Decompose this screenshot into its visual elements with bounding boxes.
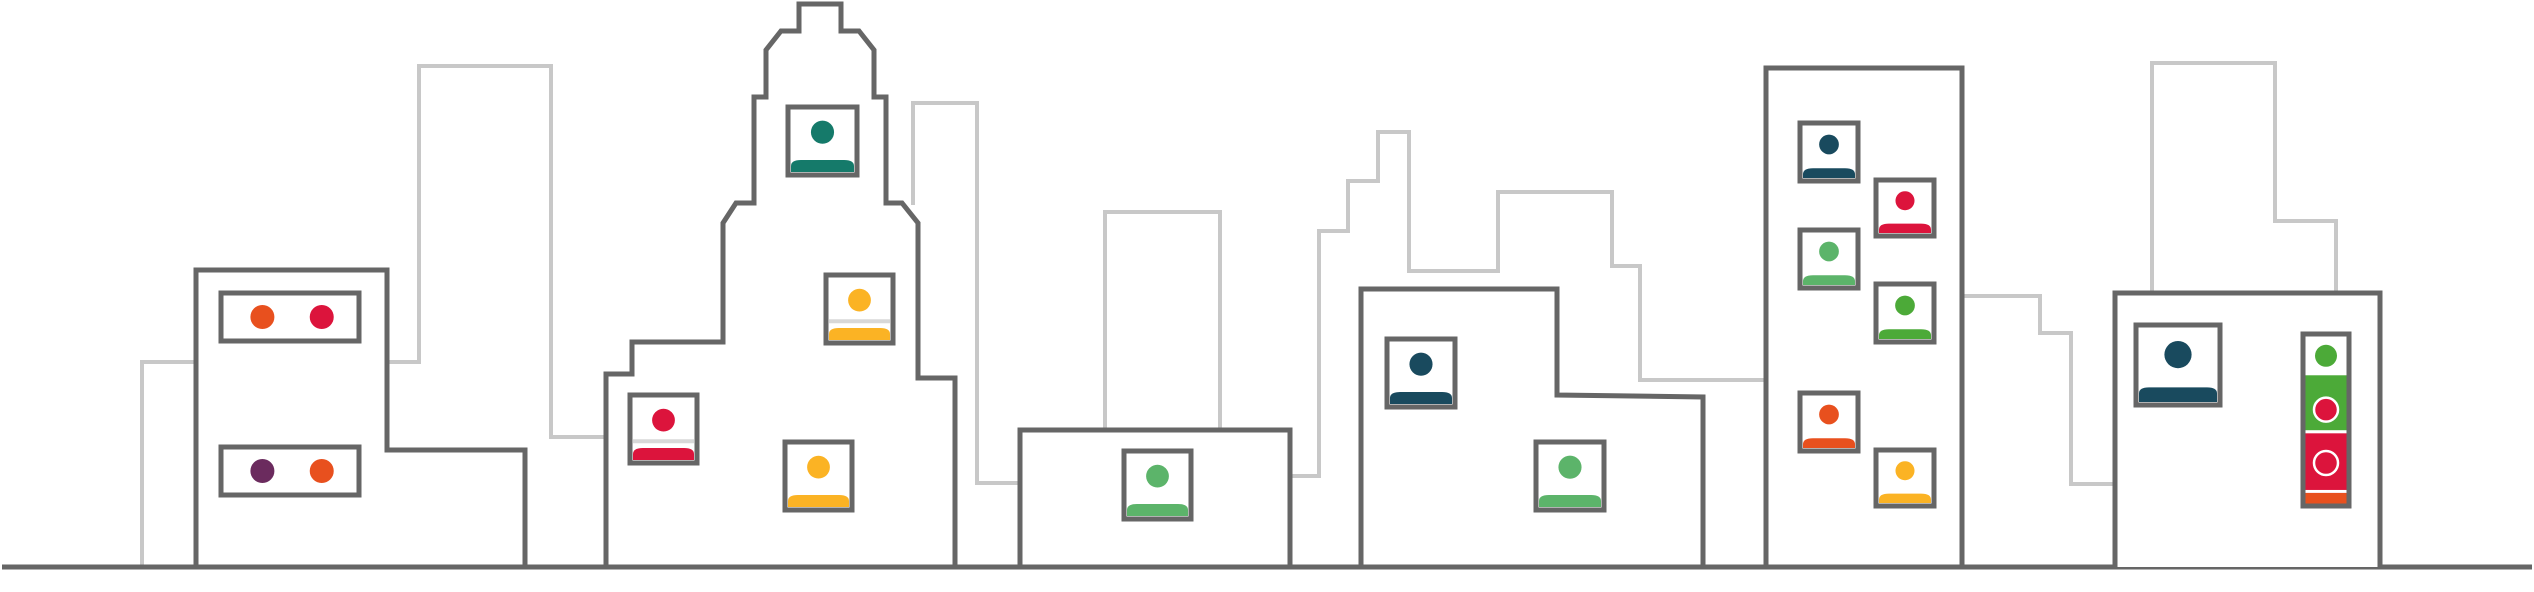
window-divider <box>2305 489 2347 493</box>
person-body <box>1803 438 1855 448</box>
window-w5 <box>627 392 700 466</box>
back-building-5 <box>1291 130 1766 478</box>
windows-layer <box>218 104 2352 522</box>
person-body <box>1127 504 1188 516</box>
window-w16 <box>2133 322 2223 408</box>
person-dot <box>250 459 275 483</box>
back-building-3 <box>911 101 1020 485</box>
window-w6 <box>782 439 855 513</box>
person-head <box>2312 449 2340 477</box>
person-head <box>1819 134 1839 155</box>
person-head <box>1895 191 1915 211</box>
back-building-7 <box>2150 61 2338 293</box>
back-building-1 <box>140 360 196 567</box>
person-head <box>1895 295 1915 316</box>
person-body <box>1879 329 1931 339</box>
window-w4 <box>823 272 896 346</box>
person-body <box>1390 392 1452 404</box>
background-buildings <box>140 61 2338 567</box>
window-frame-outline <box>2300 331 2352 509</box>
window-frame <box>218 444 362 498</box>
person-body <box>791 160 854 172</box>
person-body <box>2139 387 2217 402</box>
person-head <box>2315 344 2337 367</box>
back-building-6 <box>1962 294 2115 486</box>
person-body <box>1879 493 1931 503</box>
person-head <box>1819 404 1839 425</box>
window-w8 <box>1384 336 1458 410</box>
person-body <box>1879 223 1931 233</box>
person-body <box>2305 492 2347 504</box>
window-w11 <box>1873 177 1937 239</box>
person-dot <box>309 459 334 483</box>
person-head <box>1558 455 1582 479</box>
window-w13 <box>1873 281 1937 345</box>
building-b-tower <box>603 1 958 570</box>
back-building-2 <box>386 64 606 439</box>
building-f <box>1962 290 2532 570</box>
person-head <box>1819 241 1839 262</box>
person-body <box>1539 495 1601 507</box>
window-w10 <box>1797 120 1861 184</box>
person-body <box>829 328 890 340</box>
back-building-4 <box>1103 210 1222 428</box>
person-body <box>1803 168 1855 178</box>
person-body <box>788 495 849 507</box>
person-head <box>1409 352 1433 376</box>
window-w12 <box>1797 227 1861 291</box>
person-body <box>633 448 694 460</box>
person-head <box>1895 461 1915 481</box>
window-w2 <box>218 444 362 498</box>
person-head <box>848 288 871 312</box>
window-w14 <box>1797 390 1861 454</box>
window-w3 <box>785 104 860 178</box>
person-head <box>807 455 830 479</box>
person-dot <box>309 305 334 329</box>
window-w1 <box>218 290 362 344</box>
foreground-buildings <box>193 1 2532 570</box>
window-w9 <box>1533 439 1607 513</box>
person-body <box>2305 375 2347 393</box>
window-w15 <box>1873 447 1937 509</box>
window-divider <box>2305 430 2347 434</box>
window-w7 <box>1121 448 1194 522</box>
person-dot <box>250 305 275 329</box>
person-head <box>652 408 675 432</box>
window-w17 <box>2300 331 2352 509</box>
person-head <box>2164 341 2192 369</box>
person-body <box>1803 275 1855 285</box>
person-head <box>2312 396 2340 423</box>
window-frame <box>218 290 362 344</box>
person-head <box>810 120 835 144</box>
person-head <box>1146 464 1169 488</box>
